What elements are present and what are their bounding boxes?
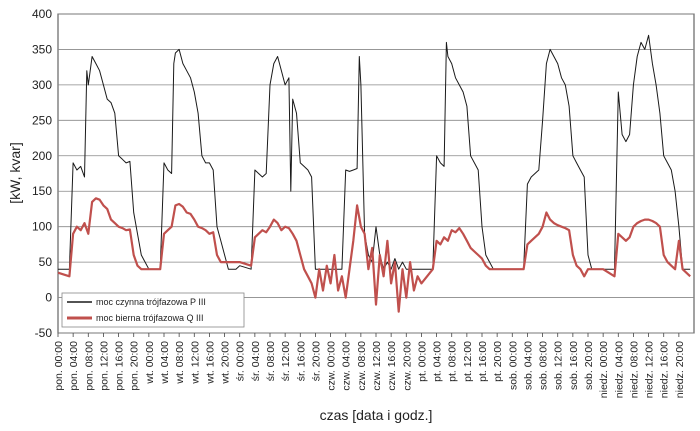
plot-area [57,13,695,334]
x-tick-label: czw. 12:00 [371,341,383,391]
x-tick-label: czw. 08:00 [356,341,368,391]
x-tick-label: sob. 16:00 [568,341,580,390]
x-tick-label: sob. 04:00 [522,341,534,390]
x-tick-label: pon. 08:00 [83,341,95,391]
x-tick-label: pt. 04:00 [432,341,444,382]
x-tick-label: pt. 12:00 [462,341,474,382]
series-line-q [57,197,691,313]
x-tick-label: wt. 08:00 [174,341,186,385]
x-tick-label: pon. 04:00 [68,341,80,391]
x-tick-label: niedz. 00:00 [598,341,610,398]
x-tick-label: wt. 00:00 [144,341,156,385]
x-tick-label: pt. 20:00 [492,341,504,382]
y-tick-label: 100 [32,220,52,234]
y-tick-label: 200 [32,149,52,163]
x-tick-label: czw. 16:00 [386,341,398,391]
x-tick-label: sob. 08:00 [538,341,550,390]
x-tick-label: pon. 20:00 [129,341,141,391]
x-tick-label: śr. 20:00 [310,341,322,381]
x-tick-label: pt. 16:00 [477,341,489,382]
x-tick-label: sob. 20:00 [583,341,595,390]
x-tick-label: pon. 00:00 [53,341,65,391]
y-tick-label: 300 [32,78,52,92]
x-tick-label: niedz. 20:00 [674,341,686,398]
x-tick-label: czw. 04:00 [341,341,353,391]
x-tick-label: sob. 12:00 [553,341,565,390]
x-axis-title: czas [data i godz.] [320,407,433,423]
series-lines [57,34,691,313]
x-tick-label: wt. 20:00 [220,341,232,385]
y-tick-label: -50 [35,326,53,340]
y-tick-label: 250 [32,113,52,127]
x-tick-labels: pon. 00:00 pon. 04:00 pon. 08:00 pon. 12:00… [53,333,686,398]
legend-label-p: moc czynna trójfazowa P III [96,297,206,307]
legend: moc czynna trójfazowa P III moc bierna t… [61,292,245,328]
x-tick-label: wt. 16:00 [204,341,216,385]
x-tick-label: śr. 12:00 [280,341,292,381]
x-tick-label: czw. 20:00 [401,341,413,391]
x-tick-label: niedz. 04:00 [613,341,625,398]
x-tick-label: śr. 08:00 [265,341,277,381]
x-tick-label: śr. 00:00 [235,341,247,381]
x-tick-label: niedz. 16:00 [659,341,671,398]
legend-label-q: moc bierna trójfazowa Q III [96,313,204,323]
y-tick-label: 350 [32,42,52,56]
x-tick-label: śr. 16:00 [295,341,307,381]
y-tick-labels: -50 0 50 100 150 200 250 300 350 400 [32,7,52,340]
y-tick-label: 0 [45,291,52,305]
x-tick-label: sob. 00:00 [507,341,519,390]
x-tick-label: niedz. 12:00 [644,341,656,398]
x-tick-label: czw. 00:00 [326,341,338,391]
x-tick-label: pon. 12:00 [98,341,110,391]
x-tick-label: pt. 00:00 [416,341,428,382]
x-tick-label: wt. 12:00 [189,341,201,385]
legend-box [61,292,245,328]
y-tick-label: 400 [32,7,52,21]
x-tick-label: śr. 04:00 [250,341,262,381]
x-tick-label: wt. 04:00 [159,341,171,385]
x-tick-label: niedz. 08:00 [628,341,640,398]
y-axis-title: [kW, kvar] [7,142,23,203]
y-tick-label: 50 [39,255,53,269]
x-tick-label: pt. 08:00 [447,341,459,382]
y-tick-label: 150 [32,184,52,198]
x-tick-label: pon. 16:00 [114,341,126,391]
